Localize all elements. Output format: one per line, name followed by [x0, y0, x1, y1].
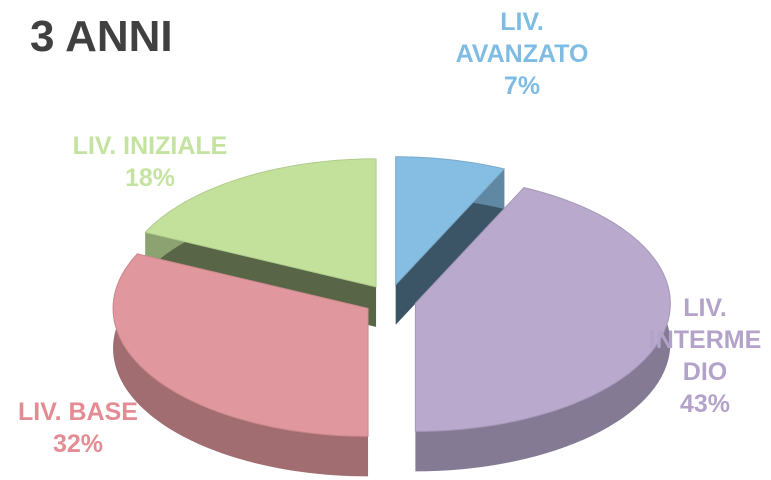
data-label: LIV. INTERMEDIO 43% [640, 292, 770, 420]
slice-top [395, 156, 506, 287]
value-label: 43% [679, 390, 731, 418]
slice [414, 187, 671, 472]
data-label: LIV. BASE 32% [0, 396, 156, 460]
chart-title: 3 ANNI [30, 12, 173, 61]
value-label: 18% [124, 164, 176, 192]
slice [112, 253, 369, 477]
category-label: LIV. INTERMEDIO [648, 294, 762, 386]
category-label: LIV. INIZIALE [72, 132, 228, 160]
value-label: 32% [52, 430, 104, 458]
value-label: 7% [503, 72, 541, 100]
slice-side [113, 253, 369, 477]
slice-top [112, 253, 369, 437]
data-label: LIV. INIZIALE 18% [40, 130, 260, 194]
slice-top [144, 158, 377, 288]
category-label: LIV. AVANZATO [455, 8, 589, 68]
slice [395, 156, 506, 325]
data-label: LIV. AVANZATO 7% [452, 6, 592, 102]
slice-top [414, 187, 671, 432]
slice-wall [395, 168, 505, 325]
category-label: LIV. BASE [18, 398, 138, 426]
